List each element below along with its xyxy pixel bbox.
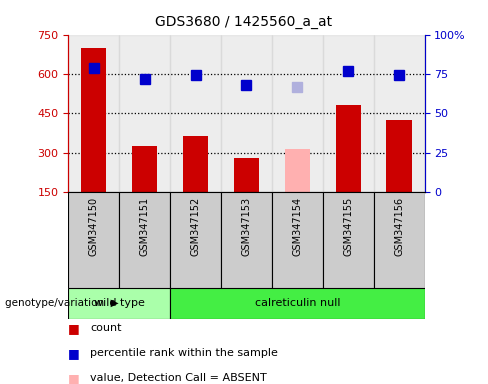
Text: genotype/variation  ▶: genotype/variation ▶ — [5, 298, 119, 308]
Text: ■: ■ — [68, 372, 80, 384]
Bar — [170, 35, 221, 192]
Bar — [119, 192, 170, 288]
Text: calreticulin null: calreticulin null — [255, 298, 340, 308]
Bar — [323, 192, 374, 288]
Text: value, Detection Call = ABSENT: value, Detection Call = ABSENT — [90, 373, 267, 383]
Bar — [170, 192, 221, 288]
Text: GSM347154: GSM347154 — [292, 197, 303, 256]
Text: GSM347152: GSM347152 — [190, 197, 201, 256]
Bar — [323, 35, 374, 192]
Text: ■: ■ — [68, 322, 80, 335]
Bar — [119, 35, 170, 192]
Bar — [272, 192, 323, 288]
Bar — [132, 146, 157, 192]
Text: GSM347151: GSM347151 — [140, 197, 150, 256]
Bar — [221, 35, 272, 192]
Bar — [386, 120, 412, 192]
Bar — [221, 192, 272, 288]
Bar — [272, 35, 323, 192]
Text: wild type: wild type — [94, 298, 144, 308]
Bar — [374, 35, 425, 192]
Text: count: count — [90, 323, 122, 333]
Text: percentile rank within the sample: percentile rank within the sample — [90, 348, 278, 358]
Text: GSM347153: GSM347153 — [242, 197, 251, 256]
Bar — [234, 158, 259, 192]
Bar — [374, 192, 425, 288]
Bar — [170, 288, 425, 319]
Bar — [285, 149, 310, 192]
Text: GSM347150: GSM347150 — [89, 197, 99, 256]
Bar — [336, 106, 361, 192]
Text: GSM347156: GSM347156 — [394, 197, 404, 256]
Text: ■: ■ — [68, 347, 80, 360]
Bar — [68, 192, 119, 288]
Bar — [183, 136, 208, 192]
Text: GDS3680 / 1425560_a_at: GDS3680 / 1425560_a_at — [156, 15, 332, 29]
Bar — [68, 288, 170, 319]
Bar — [81, 48, 106, 192]
Text: GSM347155: GSM347155 — [343, 197, 353, 256]
Bar — [68, 35, 119, 192]
